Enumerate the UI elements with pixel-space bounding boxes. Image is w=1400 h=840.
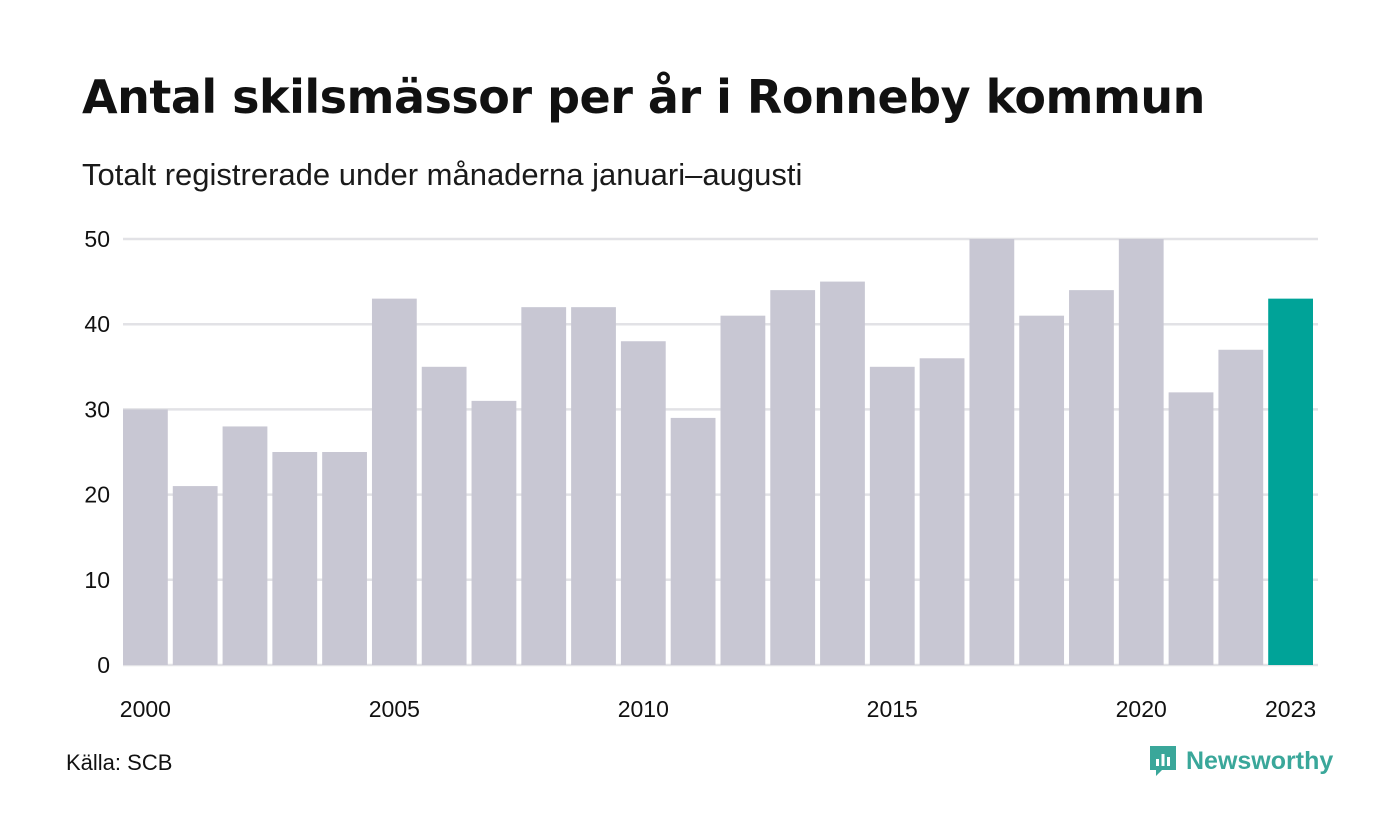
y-tick-label: 40 <box>84 311 110 337</box>
bar-2002 <box>222 426 268 665</box>
bar-2008 <box>521 307 567 665</box>
y-tick-label: 0 <box>97 652 110 678</box>
bar-2003 <box>272 452 318 665</box>
x-tick-label: 2000 <box>120 696 171 722</box>
y-tick-label: 20 <box>84 482 110 508</box>
bar-2015 <box>869 366 915 665</box>
bar-2011 <box>670 417 716 665</box>
bar-2023 <box>1268 298 1313 665</box>
bar-2006 <box>421 366 467 665</box>
chart-subtitle: Totalt registrerade under månaderna janu… <box>82 157 803 192</box>
y-tick-label: 10 <box>84 567 110 593</box>
x-axis-ticks: 2000 2005 2010 2015 2020 2023 <box>120 696 1316 722</box>
bar-2022 <box>1218 349 1264 665</box>
x-tick-label: 2005 <box>369 696 420 722</box>
bar-2016 <box>919 358 965 665</box>
bar-2001 <box>172 486 218 665</box>
source-note: Källa: SCB <box>66 750 173 775</box>
x-tick-label: 2020 <box>1116 696 1167 722</box>
newsworthy-logo: Newsworthy <box>1148 744 1333 778</box>
x-tick-label: 2023 <box>1265 696 1316 722</box>
y-tick-label: 50 <box>84 226 110 252</box>
bar-2005 <box>371 298 417 665</box>
bar-2010 <box>620 341 666 665</box>
bar-2014 <box>820 281 865 665</box>
chart-title: Antal skilsmässor per år i Ronneby kommu… <box>82 70 1205 124</box>
x-tick-label: 2010 <box>618 696 669 722</box>
x-tick-label: 2015 <box>867 696 918 722</box>
brand-name: Newsworthy <box>1186 746 1334 775</box>
bar-2019 <box>1069 290 1114 665</box>
bar-2007 <box>471 400 517 665</box>
bar-2017 <box>969 239 1015 665</box>
bar-2020 <box>1118 239 1164 665</box>
bar-2018 <box>1019 315 1065 665</box>
bar-2009 <box>571 307 616 665</box>
bar-2021 <box>1168 392 1214 665</box>
bar-2004 <box>322 452 367 665</box>
y-axis-ticks: 0 10 20 30 40 50 <box>84 226 110 678</box>
bar-2012 <box>720 315 766 665</box>
bar-2000 <box>123 409 168 665</box>
newsworthy-icon <box>1150 746 1176 776</box>
bar-2013 <box>770 290 816 665</box>
bars <box>123 239 1313 665</box>
bar-chart: 0 10 20 30 40 50 2000 2005 2010 2015 2020 2023 <box>84 226 1318 722</box>
y-tick-label: 30 <box>84 396 110 422</box>
